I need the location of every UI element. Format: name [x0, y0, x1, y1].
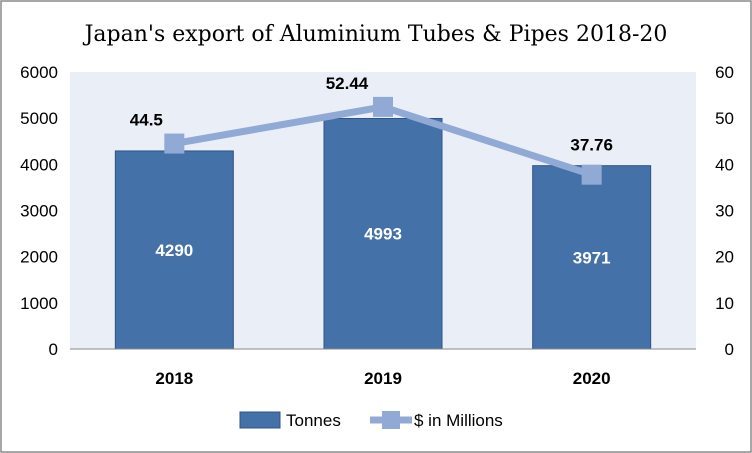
left-tick-label: 4000 — [20, 155, 58, 174]
legend-swatch-bar — [239, 411, 281, 429]
x-axis: 2018 2019 2020 — [155, 369, 610, 388]
right-tick-label: 30 — [715, 202, 734, 221]
legend-swatch-marker — [382, 411, 400, 429]
left-tick-label: 6000 — [20, 63, 58, 82]
line-series: 44.5 52.44 37.76 — [130, 74, 613, 185]
left-tick-label: 2000 — [20, 248, 58, 267]
line-marker — [164, 133, 185, 154]
left-tick-label: 1000 — [20, 294, 58, 313]
bar-data-label: 4290 — [155, 241, 193, 260]
bar-data-label: 4993 — [364, 225, 402, 244]
left-tick-label: 5000 — [20, 109, 58, 128]
left-tick-label: 3000 — [20, 202, 58, 221]
left-axis: 0 1000 2000 3000 4000 5000 6000 — [20, 63, 58, 359]
line-data-label: 44.5 — [130, 111, 163, 130]
bar — [114, 150, 234, 350]
right-tick-label: 20 — [715, 248, 734, 267]
line-data-label: 52.44 — [326, 74, 369, 93]
right-tick-label: 40 — [715, 155, 734, 174]
right-tick-label: 10 — [715, 294, 734, 313]
right-tick-label: 0 — [725, 340, 734, 359]
right-tick-label: 60 — [715, 63, 734, 82]
right-tick-label: 50 — [715, 109, 734, 128]
category-label: 2018 — [155, 369, 193, 388]
legend: Tonnes $ in Millions — [239, 411, 503, 430]
line-marker — [373, 96, 393, 117]
bar — [532, 165, 652, 350]
right-axis: 0 10 20 30 40 50 60 — [715, 63, 734, 359]
legend-label: Tonnes — [286, 411, 341, 430]
bar — [323, 117, 443, 350]
bar-series: 4290 4993 3971 — [114, 117, 652, 350]
bar-data-label: 3971 — [573, 248, 611, 267]
line-data-label: 37.76 — [570, 136, 613, 155]
left-tick-label: 0 — [49, 340, 58, 359]
category-label: 2019 — [364, 369, 402, 388]
chart-title: Japan's export of Aluminium Tubes & Pipe… — [83, 22, 668, 47]
line-marker — [581, 164, 602, 185]
category-label: 2020 — [573, 369, 611, 388]
legend-label: $ in Millions — [414, 411, 503, 430]
